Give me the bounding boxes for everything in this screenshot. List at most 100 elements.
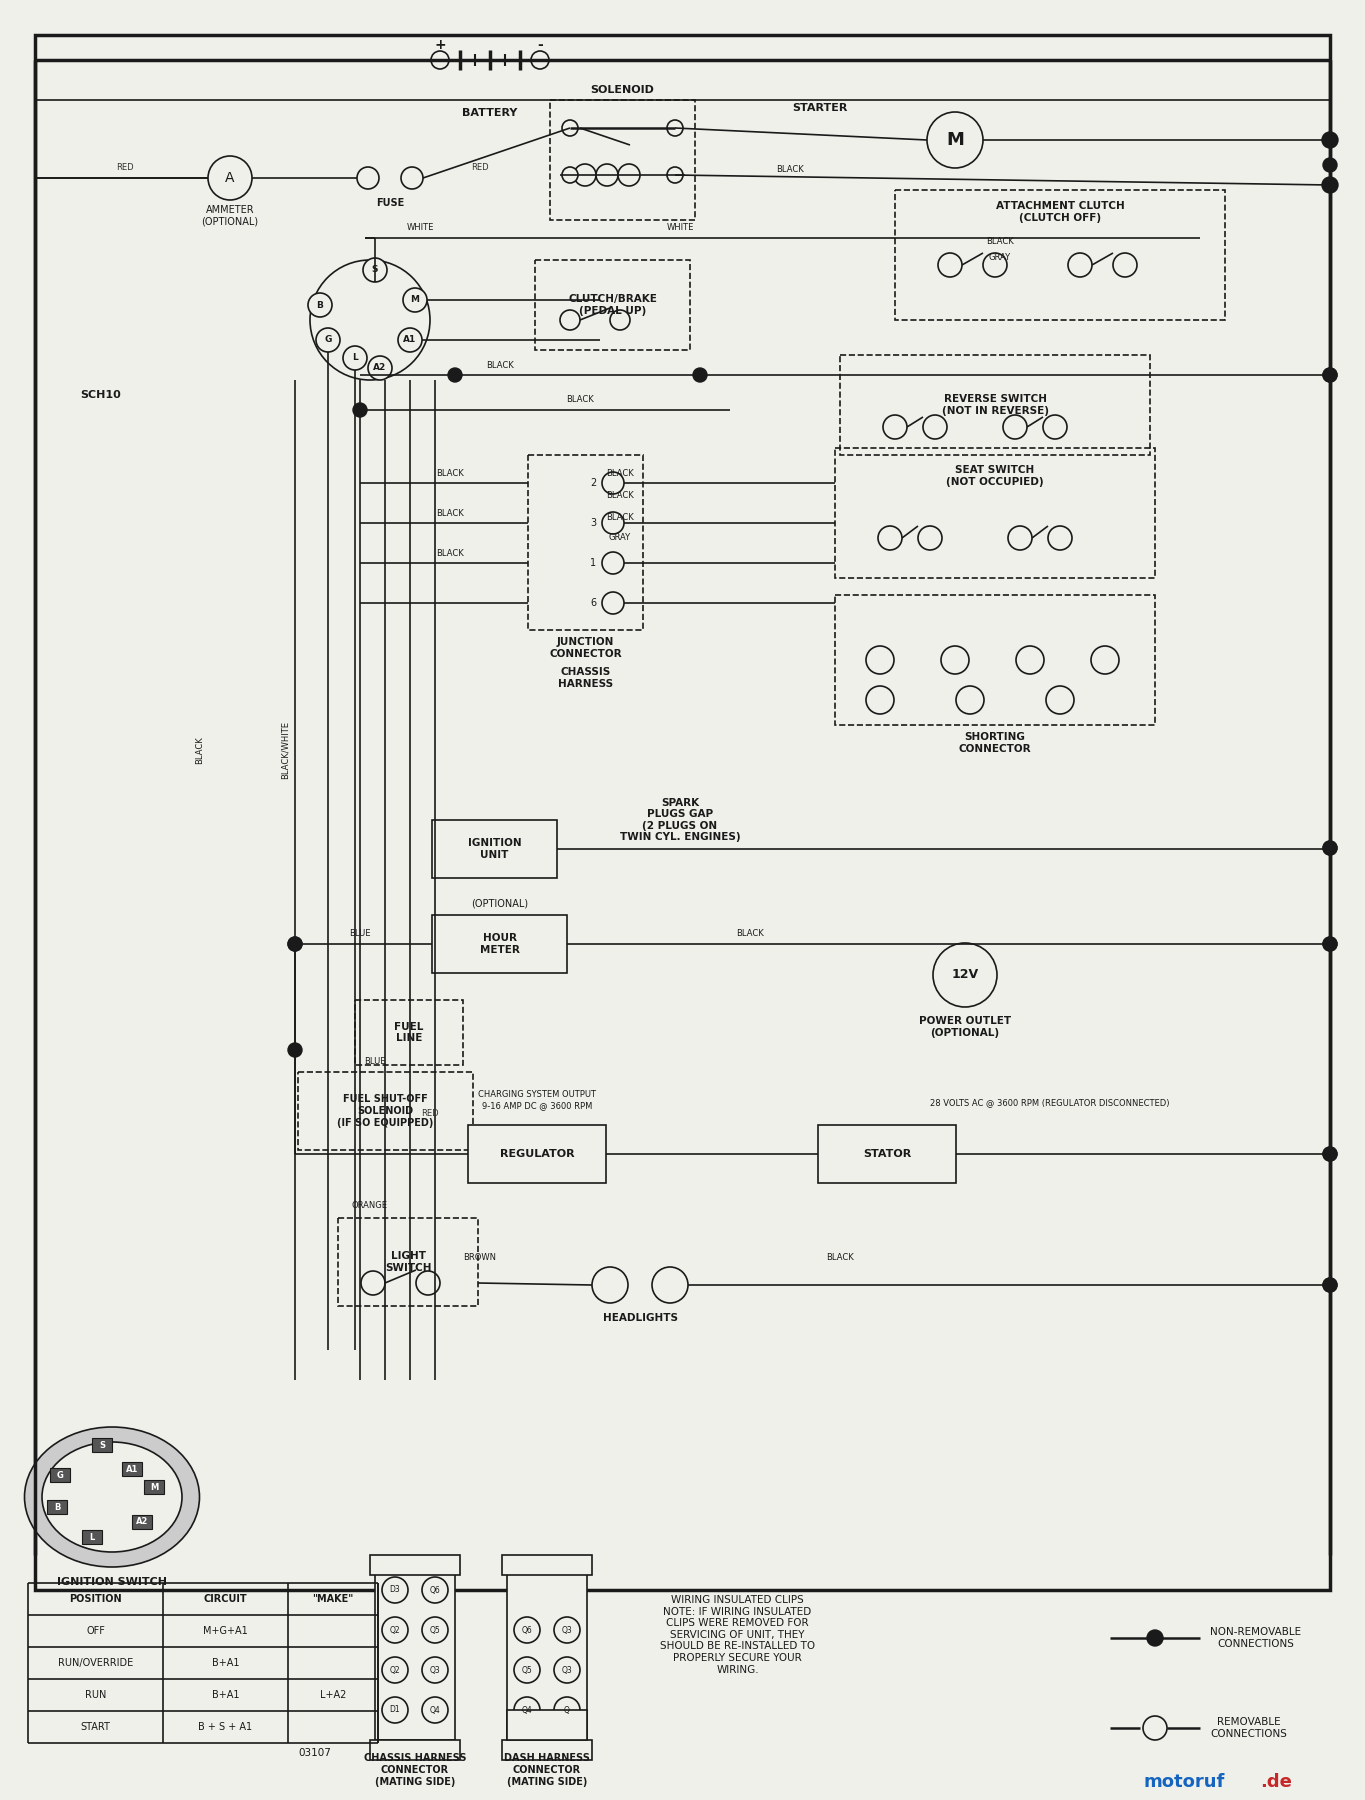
Circle shape xyxy=(363,257,388,283)
Bar xyxy=(502,1741,592,1760)
Ellipse shape xyxy=(42,1442,182,1552)
Circle shape xyxy=(403,288,427,311)
Text: LIGHT
SWITCH: LIGHT SWITCH xyxy=(385,1251,431,1273)
Text: L+A2: L+A2 xyxy=(319,1690,347,1699)
Text: Q4: Q4 xyxy=(430,1706,441,1714)
Bar xyxy=(46,1499,67,1514)
Text: HOUR
METER: HOUR METER xyxy=(479,932,520,954)
Text: SHORTING
CONNECTOR: SHORTING CONNECTOR xyxy=(958,733,1032,754)
Circle shape xyxy=(602,553,624,574)
Text: B+A1: B+A1 xyxy=(212,1690,239,1699)
Circle shape xyxy=(1323,133,1336,148)
Text: A: A xyxy=(225,171,235,185)
Bar xyxy=(431,821,557,878)
Text: Q4: Q4 xyxy=(521,1706,532,1714)
Circle shape xyxy=(515,1697,541,1723)
Bar xyxy=(431,914,566,974)
Circle shape xyxy=(919,526,942,551)
Text: Q2: Q2 xyxy=(389,1625,400,1634)
Text: FUSE: FUSE xyxy=(375,198,404,209)
Circle shape xyxy=(1007,526,1032,551)
Text: 1: 1 xyxy=(590,558,597,569)
Bar xyxy=(535,259,689,349)
Circle shape xyxy=(955,686,984,715)
Text: RUN: RUN xyxy=(85,1690,106,1699)
Bar xyxy=(339,1219,478,1307)
Text: M: M xyxy=(411,295,419,304)
Circle shape xyxy=(317,328,340,353)
Text: Q5: Q5 xyxy=(521,1665,532,1674)
Text: ORANGE: ORANGE xyxy=(352,1202,388,1210)
Text: CHASSIS HARNESS
CONNECTOR
(MATING SIDE): CHASSIS HARNESS CONNECTOR (MATING SIDE) xyxy=(363,1753,467,1787)
Text: D3: D3 xyxy=(389,1586,400,1595)
Text: Q: Q xyxy=(564,1706,571,1714)
Circle shape xyxy=(1323,841,1336,855)
Text: STATOR: STATOR xyxy=(863,1148,910,1159)
Circle shape xyxy=(422,1697,448,1723)
Circle shape xyxy=(531,50,549,68)
Text: SOLENOID: SOLENOID xyxy=(591,85,654,95)
Circle shape xyxy=(1112,254,1137,277)
Bar xyxy=(550,101,695,220)
Circle shape xyxy=(382,1616,408,1643)
Bar xyxy=(370,1555,460,1575)
Text: 6: 6 xyxy=(590,598,597,608)
Ellipse shape xyxy=(25,1427,199,1568)
Text: Q6: Q6 xyxy=(430,1586,441,1595)
Bar xyxy=(506,1570,587,1741)
Text: FUEL SHUT-OFF
SOLENOID
(IF SO EQUIPPED): FUEL SHUT-OFF SOLENOID (IF SO EQUIPPED) xyxy=(337,1094,434,1127)
Circle shape xyxy=(416,1271,440,1294)
Circle shape xyxy=(1147,1631,1163,1645)
Circle shape xyxy=(369,356,392,380)
Text: Q6: Q6 xyxy=(521,1625,532,1634)
Circle shape xyxy=(602,472,624,493)
Circle shape xyxy=(923,416,947,439)
Text: B: B xyxy=(317,301,324,310)
Circle shape xyxy=(554,1616,580,1643)
Text: 03107: 03107 xyxy=(298,1748,330,1759)
Circle shape xyxy=(554,1697,580,1723)
Text: WHITE: WHITE xyxy=(407,223,434,232)
Text: CIRCUIT: CIRCUIT xyxy=(203,1595,247,1604)
Bar xyxy=(528,455,643,630)
Circle shape xyxy=(562,167,577,184)
Text: CHASSIS
HARNESS: CHASSIS HARNESS xyxy=(558,668,613,689)
Text: (OPTIONAL): (OPTIONAL) xyxy=(471,898,528,907)
Text: POSITION: POSITION xyxy=(70,1595,121,1604)
Bar xyxy=(835,448,1155,578)
Circle shape xyxy=(865,686,894,715)
Circle shape xyxy=(1143,1715,1167,1741)
Circle shape xyxy=(610,310,631,329)
Circle shape xyxy=(360,1271,385,1294)
Circle shape xyxy=(422,1658,448,1683)
Circle shape xyxy=(693,367,707,382)
Circle shape xyxy=(562,121,577,137)
Text: "MAKE": "MAKE" xyxy=(313,1595,354,1604)
Text: SEAT SWITCH
(NOT OCCUPIED): SEAT SWITCH (NOT OCCUPIED) xyxy=(946,464,1044,486)
Bar xyxy=(51,1469,70,1481)
Text: BROWN: BROWN xyxy=(464,1253,497,1262)
Circle shape xyxy=(865,646,894,673)
Text: BLACK: BLACK xyxy=(736,929,764,938)
Circle shape xyxy=(288,938,302,950)
Text: CLUTCH/BRAKE
(PEDAL UP): CLUTCH/BRAKE (PEDAL UP) xyxy=(568,293,657,315)
Circle shape xyxy=(618,164,640,185)
Circle shape xyxy=(448,367,461,382)
Text: Q2: Q2 xyxy=(389,1665,400,1674)
Text: BATTERY: BATTERY xyxy=(463,108,517,119)
Bar xyxy=(35,34,1330,1589)
Text: IGNITION
UNIT: IGNITION UNIT xyxy=(468,839,521,860)
Circle shape xyxy=(652,1267,688,1303)
Text: S: S xyxy=(100,1440,105,1449)
Text: START: START xyxy=(81,1723,111,1732)
Bar xyxy=(121,1462,142,1476)
Circle shape xyxy=(207,157,253,200)
Text: AMMETER
(OPTIONAL): AMMETER (OPTIONAL) xyxy=(202,205,258,227)
Bar xyxy=(370,1741,460,1760)
Bar xyxy=(375,1570,455,1741)
Circle shape xyxy=(983,254,1007,277)
Text: A2: A2 xyxy=(135,1517,149,1526)
Circle shape xyxy=(1323,938,1336,950)
Circle shape xyxy=(515,1616,541,1643)
Bar xyxy=(506,1710,587,1741)
